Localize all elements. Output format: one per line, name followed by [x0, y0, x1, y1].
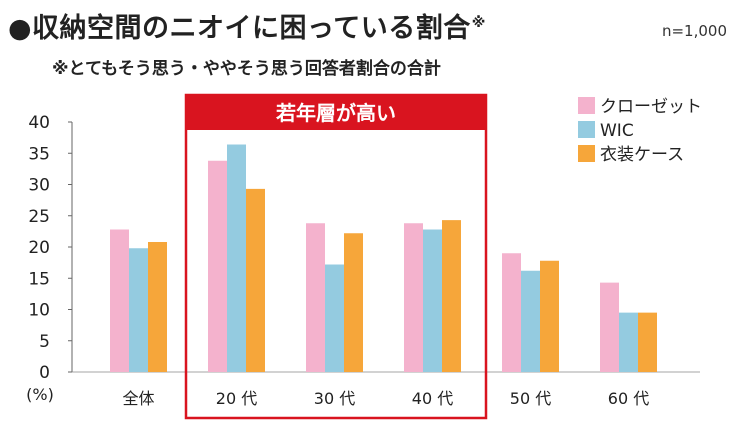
bar — [306, 223, 325, 372]
chart-title: ●収納空間のニオイに困っている割合※ — [8, 6, 486, 45]
y-tick-label: 35 — [28, 144, 50, 164]
bar — [404, 223, 423, 372]
sample-size: n=1,000 — [661, 22, 727, 40]
y-tick-label: 0 — [39, 363, 50, 383]
legend-swatch — [578, 121, 595, 138]
x-tick-label: 60 代 — [608, 389, 649, 408]
highlight-box: 若年層が高い — [184, 93, 488, 420]
bar — [521, 270, 540, 372]
bar — [502, 253, 521, 372]
y-tick-label: 30 — [28, 176, 50, 196]
bar — [129, 248, 148, 372]
bar — [227, 144, 246, 372]
legend-swatch — [578, 97, 595, 114]
y-tick-label: 25 — [28, 207, 50, 227]
x-tick-label: 50 代 — [510, 389, 551, 408]
y-tick-label: 20 — [28, 238, 50, 258]
bar — [246, 188, 265, 372]
bar — [148, 242, 167, 372]
x-tick-label: 全体 — [122, 389, 154, 408]
y-tick-label: 15 — [28, 269, 50, 289]
bar — [619, 312, 638, 372]
bar — [638, 312, 657, 372]
legend-label: クローゼット — [600, 97, 702, 117]
y-tick-label: 5 — [39, 332, 50, 352]
bar-series-group — [110, 144, 657, 372]
y-axis: 0 5 10 15 20 25 30 35 40 (%) — [26, 113, 700, 404]
x-tick-label: 20 代 — [216, 389, 257, 408]
title-footnote-mark: ※ — [471, 15, 486, 31]
highlight-label: 若年層が高い — [275, 101, 396, 125]
bar — [344, 233, 363, 372]
bar — [442, 220, 461, 372]
bar — [110, 229, 129, 372]
bar — [208, 160, 227, 372]
bar — [325, 264, 344, 372]
bar — [423, 229, 442, 372]
y-tick-label: 40 — [28, 113, 50, 133]
legend-label: 衣装ケース — [600, 145, 684, 165]
bar — [600, 282, 619, 372]
highlight-label-band — [186, 95, 486, 130]
legend: クローゼット WIC 衣装ケース — [578, 97, 702, 165]
bar — [540, 260, 559, 372]
legend-swatch — [578, 145, 595, 162]
x-tick-label: 30 代 — [314, 389, 355, 408]
legend-label: WIC — [600, 121, 634, 141]
y-tick-label: 10 — [28, 301, 50, 321]
x-tick-label: 40 代 — [412, 389, 453, 408]
chart-title-text: ●収納空間のニオイに困っている割合 — [8, 13, 471, 44]
chart-subtitle: ※とてもそう思う・ややそう思う回答者割合の合計 — [52, 59, 441, 79]
x-axis: 全体 20 代 30 代 40 代 50 代 60 代 — [122, 389, 649, 408]
y-axis-unit-label: (%) — [26, 385, 54, 404]
